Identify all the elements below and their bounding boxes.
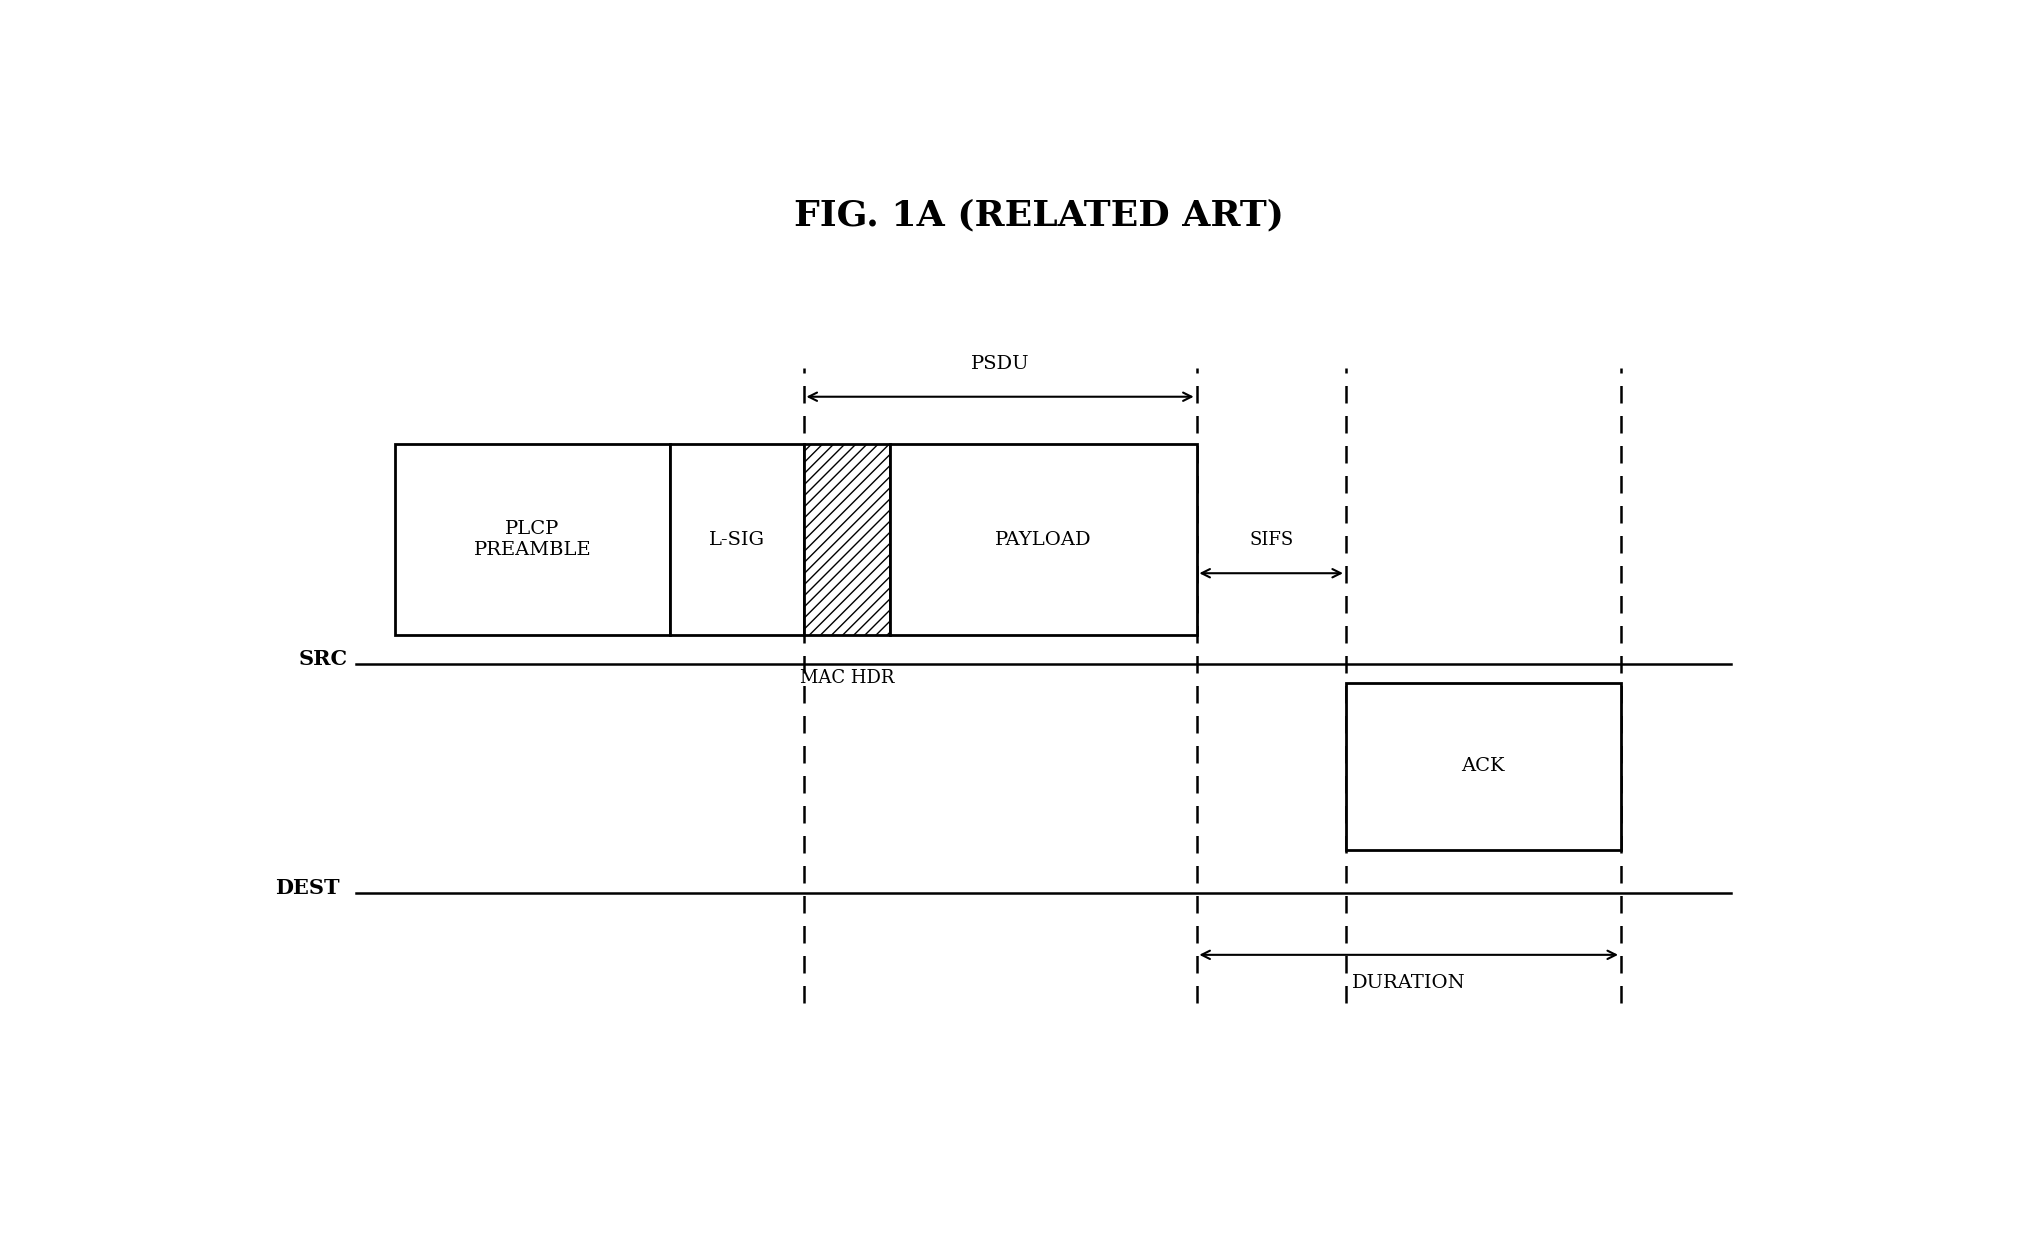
Text: DEST: DEST [276,878,341,898]
Text: PAYLOAD: PAYLOAD [996,530,1091,549]
Text: FIG. 1A (RELATED ART): FIG. 1A (RELATED ART) [795,198,1284,233]
Bar [890,445,1197,636]
Text: DURATION: DURATION [1353,974,1466,992]
Bar [1347,683,1620,850]
Text: SRC: SRC [298,649,349,669]
Bar [669,445,803,636]
Text: PLCP
PREAMBLE: PLCP PREAMBLE [475,520,592,559]
Text: L-SIG: L-SIG [710,530,765,549]
Text: SIFS: SIFS [1249,532,1294,549]
Text: PSDU: PSDU [971,354,1030,373]
Text: MAC HDR: MAC HDR [801,669,894,686]
Text: ACK: ACK [1462,757,1505,776]
Bar [803,445,890,636]
Bar [395,445,669,636]
